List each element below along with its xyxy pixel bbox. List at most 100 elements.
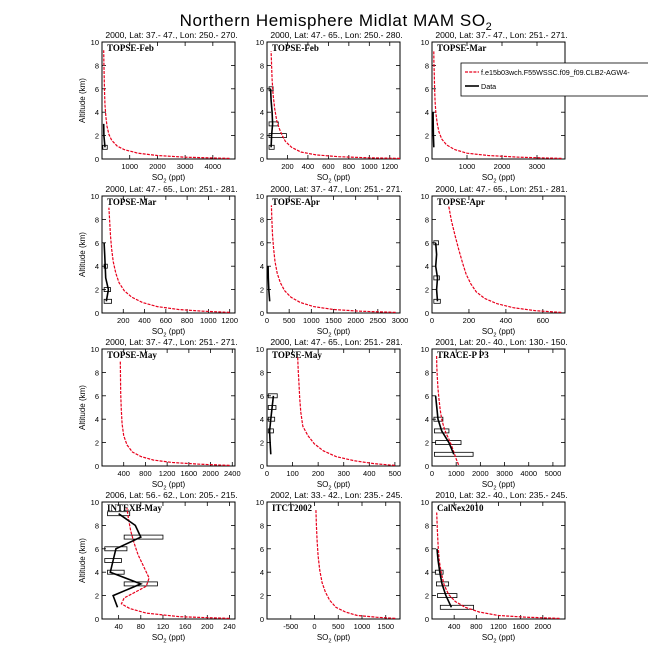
- legend-data-label: Data: [481, 82, 496, 91]
- y-tick-label: 4: [95, 415, 99, 424]
- x-tick-label: 160: [179, 622, 192, 631]
- x-tick-label: 240: [223, 622, 236, 631]
- panel-header: 2010, Lat: 32.- 40., Lon: 235.- 245.: [435, 490, 567, 500]
- y-axis-label: Altitude (km): [78, 538, 87, 583]
- panel-header: 2000, Lat: 37.- 47., Lon: 250.- 270.: [105, 30, 237, 40]
- plot-area: [103, 207, 230, 313]
- observed-profile-line: [268, 395, 275, 455]
- x-tick-label: 200: [312, 469, 325, 478]
- y-tick-label: 10: [421, 498, 429, 507]
- y-tick-label: 2: [260, 132, 264, 141]
- y-tick-label: 0: [260, 309, 264, 318]
- panel-header: 2001, Lat: 20.- 40., Lon: 130.- 150.: [435, 337, 567, 347]
- y-tick-label: 2: [425, 286, 429, 295]
- x-tick-label: 1500: [377, 622, 394, 631]
- x-tick-label: 1000: [121, 162, 138, 171]
- y-tick-label: 0: [95, 462, 99, 471]
- model-profile-line: [448, 205, 562, 313]
- y-tick-label: 2: [260, 592, 264, 601]
- x-axis-label: SO2 (ppt): [482, 173, 516, 184]
- model-profile-line: [120, 507, 230, 619]
- plot-frame: [101, 195, 236, 314]
- x-axis-label: SO2 (ppt): [482, 327, 516, 338]
- campaign-label: TOPSE-Mar: [107, 197, 156, 207]
- model-profile-line: [119, 360, 230, 466]
- x-tick-label: 1000: [361, 162, 378, 171]
- y-tick-label: 4: [260, 568, 264, 577]
- observed-profile-line: [436, 548, 453, 608]
- x-tick-label: 500: [332, 622, 345, 631]
- y-tick-label: 4: [425, 568, 429, 577]
- x-tick-label: 200: [281, 162, 294, 171]
- plot-frame: [431, 195, 566, 314]
- figure-title-text: Northern Hemisphere Midlat MAM SO: [180, 11, 486, 30]
- y-tick-label: 4: [425, 262, 429, 271]
- x-tick-label: 400: [138, 316, 151, 325]
- x-tick-label: 0: [312, 622, 316, 631]
- x-tick-label: 600: [537, 316, 550, 325]
- x-tick-label: 600: [160, 316, 173, 325]
- x-tick-label: 1600: [512, 622, 529, 631]
- plot-area: [267, 205, 396, 313]
- y-tick-label: 8: [260, 215, 264, 224]
- campaign-label: TOPSE-Feb: [272, 43, 319, 53]
- y-tick-label: 8: [425, 215, 429, 224]
- x-tick-label: 800: [181, 316, 194, 325]
- x-axis-label: SO2 (ppt): [152, 327, 186, 338]
- x-axis-label: SO2 (ppt): [482, 633, 516, 644]
- data-range-box: [268, 121, 279, 127]
- data-range-box: [268, 133, 287, 139]
- plot-area: [432, 50, 562, 159]
- y-tick-label: 8: [425, 368, 429, 377]
- campaign-label: CalNex2010: [437, 503, 484, 513]
- x-tick-label: 100: [286, 469, 299, 478]
- x-tick-label: 800: [343, 162, 356, 171]
- model-profile-line: [436, 512, 560, 619]
- y-tick-label: 10: [256, 498, 264, 507]
- y-tick-label: 6: [260, 392, 264, 401]
- plot-frame: [101, 41, 236, 160]
- y-tick-label: 8: [260, 368, 264, 377]
- plot-frame: [431, 41, 566, 160]
- y-tick-label: 10: [256, 345, 264, 354]
- observed-profile-line: [102, 123, 106, 148]
- chart-panel-7: 2000, Lat: 37.- 47., Lon: 251.- 271. TOPS…: [78, 337, 241, 491]
- y-tick-label: 6: [95, 545, 99, 554]
- y-tick-label: 6: [260, 545, 264, 554]
- panel-header: 2000, Lat: 47.- 65., Lon: 250.- 280.: [270, 30, 402, 40]
- data-range-box: [123, 534, 164, 540]
- y-tick-label: 2: [260, 439, 264, 448]
- y-axis-label: Altitude (km): [78, 385, 87, 430]
- x-tick-label: 1000: [303, 316, 320, 325]
- y-axis-label: Altitude (km): [78, 78, 87, 123]
- x-tick-label: 3000: [529, 162, 546, 171]
- y-tick-label: 2: [95, 439, 99, 448]
- x-axis-label: SO2 (ppt): [482, 480, 516, 491]
- data-range-box: [267, 428, 274, 434]
- y-tick-label: 2: [425, 439, 429, 448]
- legend: f.e15b03wch.F55WSSC.f09_f09.CLB2-AGW4- Da…: [460, 62, 648, 97]
- y-tick-label: 10: [91, 38, 99, 47]
- chart-panel-1: 2000, Lat: 37.- 47., Lon: 250.- 270. TOPS…: [78, 30, 238, 184]
- x-tick-label: 500: [283, 316, 296, 325]
- y-tick-label: 6: [95, 85, 99, 94]
- data-range-box: [439, 604, 474, 610]
- y-tick-label: 2: [95, 132, 99, 141]
- figure-title: Northern Hemisphere Midlat MAM SO2: [180, 11, 493, 33]
- y-tick-label: 8: [95, 215, 99, 224]
- model-profile-line: [270, 205, 396, 313]
- model-profile-line: [108, 207, 230, 313]
- panel-header: 2000, Lat: 37.- 47., Lon: 251.- 271.: [435, 30, 567, 40]
- x-tick-label: 1200: [221, 316, 238, 325]
- y-tick-label: 2: [95, 286, 99, 295]
- chart-panel-9: 2001, Lat: 20.- 40., Lon: 130.- 150. TRAC…: [421, 337, 568, 491]
- model-profile-line: [433, 50, 562, 159]
- y-tick-label: 10: [421, 192, 429, 201]
- y-tick-label: 10: [91, 498, 99, 507]
- plot-frame: [101, 501, 236, 620]
- x-tick-label: 2000: [149, 162, 166, 171]
- y-tick-label: 6: [260, 85, 264, 94]
- y-tick-label: 0: [260, 615, 264, 624]
- x-tick-label: 400: [500, 316, 513, 325]
